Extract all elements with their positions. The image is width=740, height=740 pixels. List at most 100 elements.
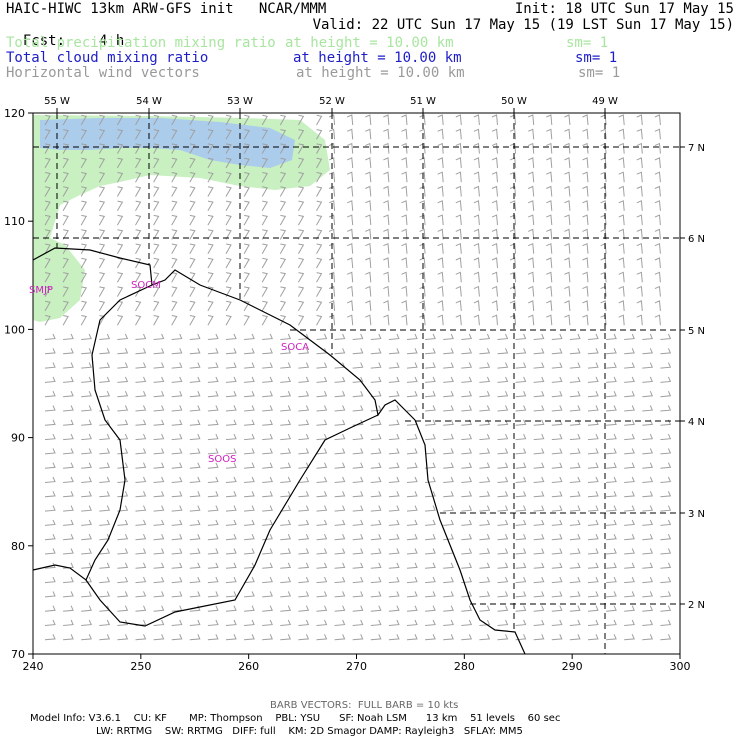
wind-barb [225,562,237,569]
wind-barb [370,391,382,398]
wind-barb [660,462,672,469]
wind-barb [515,605,527,612]
wind-barb [461,591,473,598]
wind-barb [461,562,473,569]
wind-barb [406,491,418,498]
wind-barb [207,376,219,383]
wind-barb [328,214,336,226]
wind-barb [352,391,364,398]
wind-barb [533,491,545,498]
wind-barb [298,391,310,398]
wind-barb [62,172,69,183]
wind-barb [370,476,382,483]
wind-barb [533,619,545,626]
wind-barb [279,229,287,240]
wind-barb [564,157,571,168]
wind-barb [243,243,250,254]
wind-barb [455,185,462,197]
wind-barb [153,300,160,312]
wind-barb [660,476,672,483]
wind-barb [491,200,498,211]
wind-barb [297,129,305,140]
wind-barb [334,534,346,541]
wind-barb [352,462,364,469]
wind-barb [642,433,654,441]
wind-barb [44,315,51,326]
wind-barb [44,172,51,183]
wind-barb [401,157,408,168]
wind-barb [636,257,643,269]
wind-barb [225,591,237,598]
wind-barb [135,433,147,441]
wind-barb [117,576,129,584]
wind-barb [62,243,69,254]
wind-barb [81,462,92,469]
wind-barb [473,300,480,311]
wind-barb [419,171,426,183]
lat-label: 5 N [688,326,705,337]
wind-barb [316,300,323,312]
wind-barb [491,157,498,168]
wind-barb [189,333,201,340]
coastline-north [32,247,416,421]
border-east [414,419,526,655]
wind-barb [443,619,454,626]
wind-barb [207,476,219,483]
wind-barb [654,257,661,269]
wind-barb [461,548,473,555]
wind-barb [243,143,250,154]
wind-barb [551,634,563,641]
wind-barb [533,433,545,441]
wind-barb [117,405,129,412]
wind-barb [437,128,444,140]
wind-barb [660,562,672,569]
wind-barb [600,228,607,240]
wind-barb [225,433,237,441]
wind-barb [334,576,346,584]
lat-lon-grid [33,113,680,654]
wind-barb [63,534,74,541]
wind-barb [347,185,354,197]
wind-barb [491,128,498,140]
wind-barb [406,548,418,555]
wind-barb [243,200,250,212]
wind-barb [606,576,617,584]
wind-barb [189,576,201,584]
wind-barb [262,491,273,498]
wind-barb [419,157,426,168]
wind-barb [587,348,599,355]
wind-barb [370,519,382,526]
wind-barb [171,272,178,283]
wind-barb [262,634,273,641]
wind-barb [225,462,237,469]
wind-barb [624,448,635,455]
wind-barb [654,128,661,140]
wind-barb [642,476,654,483]
wind-barb [642,491,654,498]
wind-barb [660,333,672,340]
wind-barb [606,491,617,498]
wind-barb [98,257,106,269]
wind-barb [117,476,129,483]
wind-barb [347,157,354,168]
wind-barb [44,462,56,469]
wind-barb [316,634,328,641]
y-tick-label: 120 [4,107,25,120]
wind-barb [455,128,462,140]
wind-barb [533,362,545,369]
wind-barb [243,300,250,312]
wind-barb [280,491,292,498]
wind-barb [80,300,87,312]
wind-barb [654,200,661,211]
wind-barb [298,534,310,541]
wind-barb [606,519,617,526]
wind-barb [654,114,661,126]
wind-barb [365,157,372,168]
wind-barb [328,314,336,326]
wind-barb [606,405,617,412]
wind-barb [189,505,201,512]
wind-barb [437,300,444,311]
wind-barb [347,114,354,126]
wind-barb [243,229,250,240]
wind-barb [153,143,160,154]
